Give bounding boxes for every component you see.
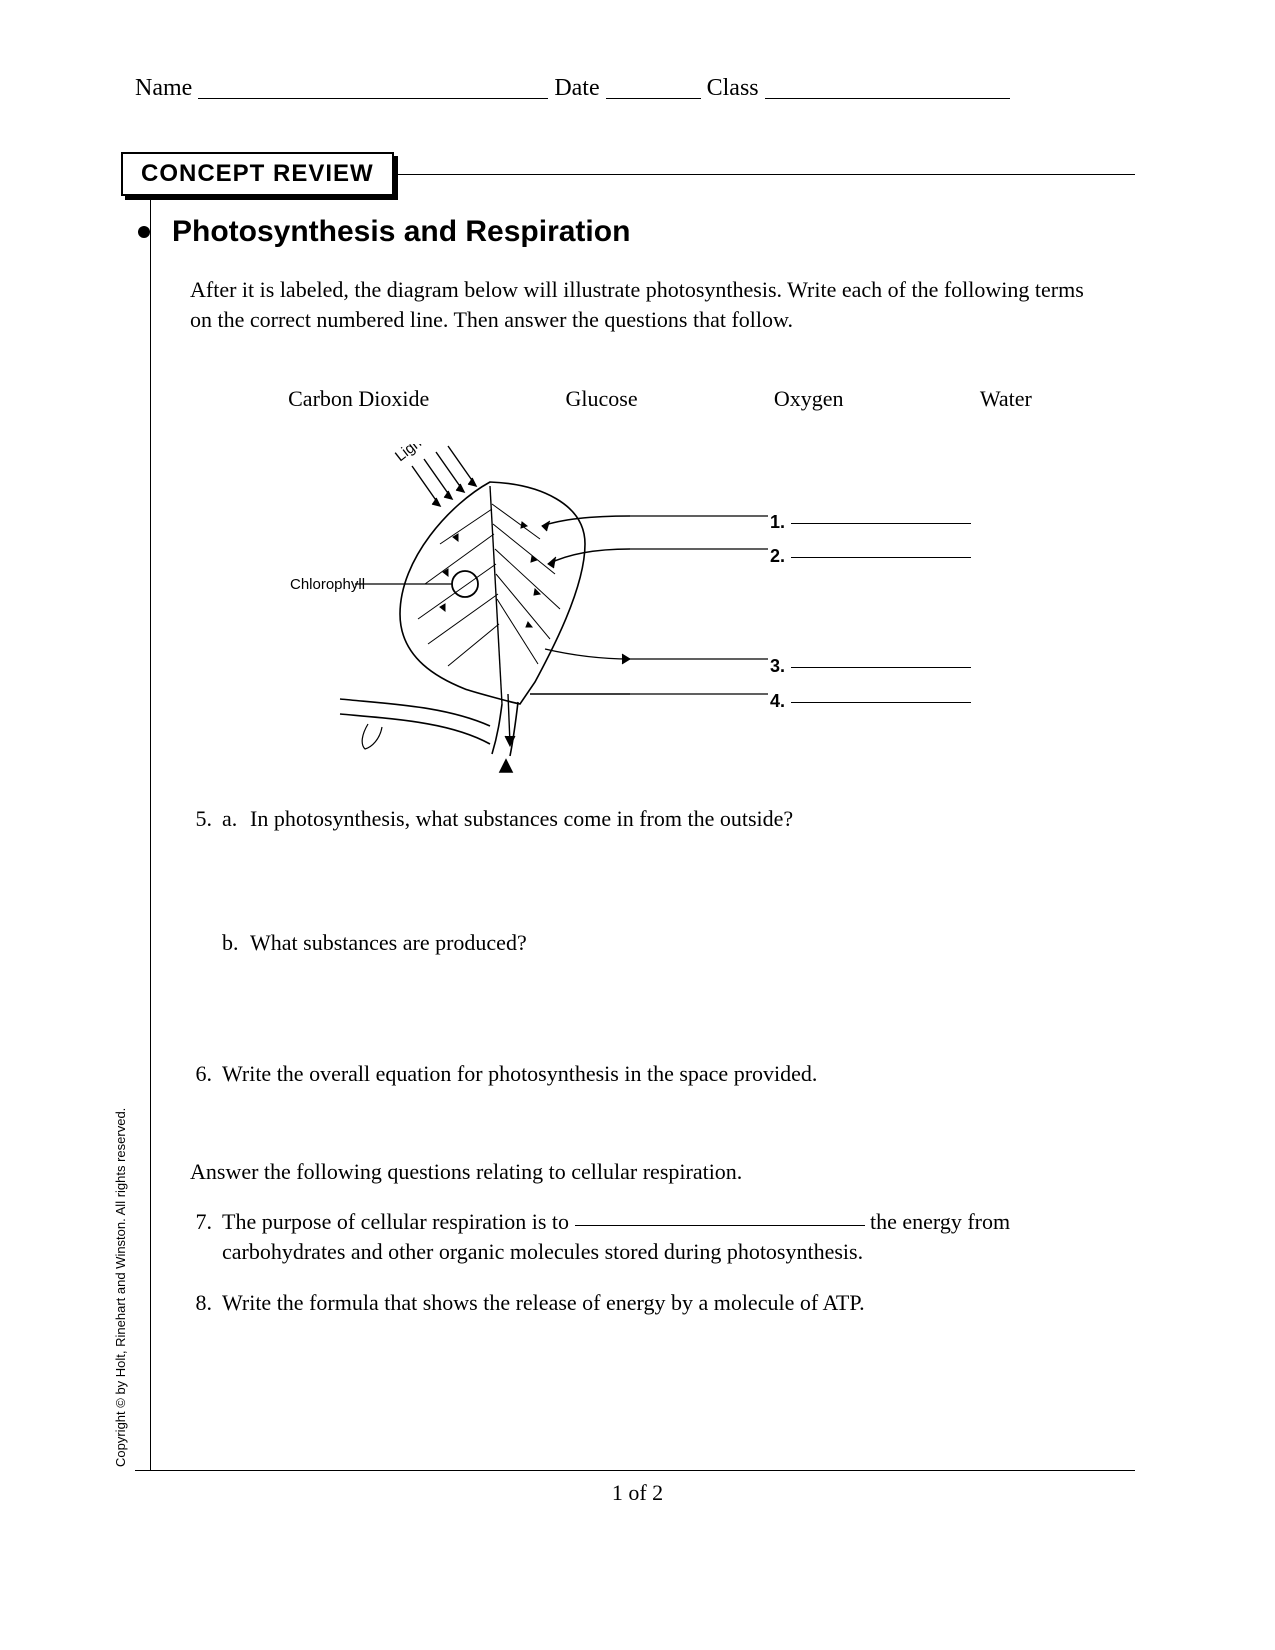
chlorophyll-label: Chlorophyll bbox=[290, 576, 365, 593]
leaf-diagram: Light Chlorophyll 1. 2. 3. 4. bbox=[190, 444, 1110, 774]
lesson-title-row: Photosynthesis and Respiration bbox=[138, 215, 630, 249]
question-5: 5. a. In photosynthesis, what substances… bbox=[190, 804, 1110, 1051]
name-blank[interactable] bbox=[198, 98, 548, 99]
content-area: After it is labeled, the diagram below w… bbox=[190, 275, 1110, 1326]
diagram-blank-4: 4. bbox=[770, 685, 971, 715]
q5a-text: In photosynthesis, what substances come … bbox=[250, 804, 793, 834]
q6-text: Write the overall equation for photosynt… bbox=[222, 1061, 817, 1086]
q8-text: Write the formula that shows the release… bbox=[222, 1290, 865, 1315]
header-fields: Name Date Class bbox=[135, 75, 1135, 102]
diagram-blank-1: 1. bbox=[770, 506, 971, 536]
term-bank: Carbon Dioxide Glucose Oxygen Water bbox=[190, 384, 1110, 414]
name-label: Name bbox=[135, 75, 192, 102]
question-6: 6. Write the overall equation for photos… bbox=[190, 1059, 1110, 1089]
question-7: 7. The purpose of cellular respiration i… bbox=[190, 1207, 1110, 1266]
term-2: Glucose bbox=[566, 384, 638, 414]
term-1: Carbon Dioxide bbox=[288, 384, 429, 414]
copyright-text: Copyright © by Holt, Rinehart and Winsto… bbox=[113, 1108, 128, 1467]
blank-line-4[interactable] bbox=[791, 702, 971, 703]
page-number: 1 of 2 bbox=[0, 1480, 1275, 1506]
worksheet-page: Name Date Class CONCEPT REVIEW bbox=[135, 75, 1135, 202]
footer-rule bbox=[135, 1470, 1135, 1471]
q7-before: The purpose of cellular respiration is t… bbox=[222, 1209, 575, 1234]
class-blank[interactable] bbox=[765, 98, 1010, 99]
q7-blank[interactable] bbox=[575, 1225, 865, 1226]
title-bullet-icon bbox=[138, 226, 150, 238]
questions: 5. a. In photosynthesis, what substances… bbox=[190, 804, 1110, 1318]
diagram-blank-3: 3. bbox=[770, 650, 971, 680]
date-label: Date bbox=[554, 75, 599, 102]
vertical-rule bbox=[150, 180, 151, 1470]
blank-line-2[interactable] bbox=[791, 557, 971, 558]
date-blank[interactable] bbox=[606, 98, 701, 99]
blank-line-1[interactable] bbox=[791, 523, 971, 524]
blank-line-3[interactable] bbox=[791, 667, 971, 668]
question-8: 8. Write the formula that shows the rele… bbox=[190, 1288, 1110, 1318]
section-2-intro: Answer the following questions relating … bbox=[190, 1157, 1110, 1187]
lesson-title: Photosynthesis and Respiration bbox=[172, 215, 630, 249]
term-4: Water bbox=[980, 384, 1032, 414]
concept-review-heading: CONCEPT REVIEW bbox=[135, 152, 1135, 202]
intro-text: After it is labeled, the diagram below w… bbox=[190, 275, 1110, 334]
term-3: Oxygen bbox=[774, 384, 844, 414]
q5b-text: What substances are produced? bbox=[250, 928, 527, 958]
light-label: Light bbox=[392, 444, 429, 465]
class-label: Class bbox=[707, 75, 759, 102]
concept-box-text: CONCEPT REVIEW bbox=[141, 160, 374, 187]
diagram-blank-2: 2. bbox=[770, 540, 971, 570]
